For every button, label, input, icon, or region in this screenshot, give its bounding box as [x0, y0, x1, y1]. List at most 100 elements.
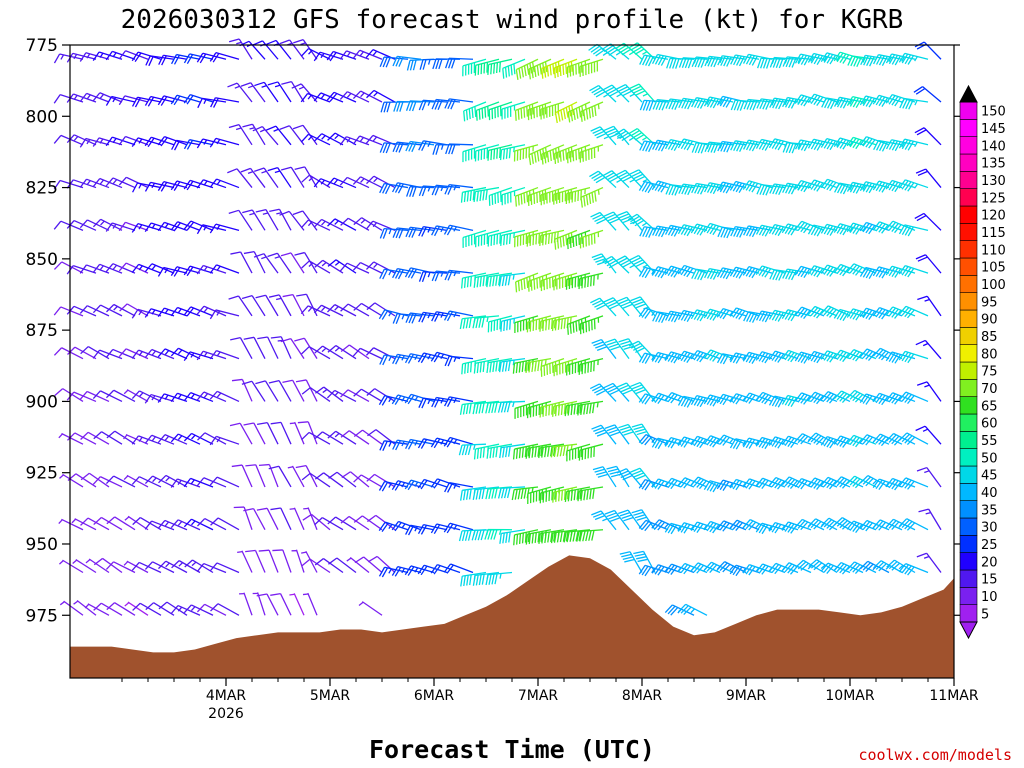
- barb-flag: [664, 139, 672, 150]
- barb-shaft: [164, 519, 188, 531]
- barb-flag: [606, 465, 617, 470]
- barb-shaft: [840, 476, 864, 488]
- barb-flag: [537, 531, 540, 543]
- barb-flag: [465, 317, 469, 329]
- wind-barb: [915, 339, 942, 360]
- barb-flag: [807, 265, 815, 275]
- barb-half: [414, 354, 418, 361]
- barb-flag: [313, 304, 322, 314]
- barb-half: [138, 436, 143, 442]
- barb-shaft: [113, 389, 136, 402]
- barb-flag: [527, 281, 530, 292]
- barb-flag: [716, 353, 724, 364]
- barb-shaft: [292, 379, 305, 402]
- barb-flag: [803, 395, 811, 405]
- barb-flag: [638, 307, 646, 317]
- barb-shaft: [335, 344, 357, 360]
- barb-flag: [680, 605, 689, 614]
- barb-shaft: [164, 393, 188, 403]
- barb-flag: [774, 352, 782, 362]
- wind-barb: [527, 101, 552, 121]
- wind-barb: [123, 434, 149, 445]
- barb-flag: [592, 385, 602, 392]
- wind-barb: [487, 315, 513, 333]
- barb-half: [596, 402, 599, 408]
- barb-half: [177, 479, 182, 485]
- barb-flag: [898, 224, 906, 235]
- barb-flag: [538, 447, 541, 459]
- barb-flag: [630, 342, 641, 349]
- barb-flag: [481, 488, 485, 500]
- barb-flag: [875, 349, 884, 358]
- barb-flag: [624, 558, 635, 563]
- barb-shaft: [501, 101, 526, 110]
- barb-flag: [827, 98, 833, 109]
- barb-flag: [816, 55, 823, 65]
- barb-flag: [807, 93, 815, 104]
- x-tick-label: 11MAR: [929, 688, 978, 704]
- barb-flag: [755, 522, 763, 533]
- barb-flag: [431, 225, 437, 236]
- barb-flag: [545, 319, 548, 331]
- barb-flag: [596, 431, 608, 437]
- barb-flag: [550, 232, 553, 244]
- barb-flag: [536, 150, 540, 162]
- barb-flag: [461, 444, 466, 456]
- barb-flag: [622, 556, 634, 560]
- barb-flag: [733, 100, 739, 111]
- barb-flag: [800, 435, 809, 445]
- barb-half: [308, 49, 313, 55]
- barb-flag: [878, 268, 886, 278]
- barb-half: [401, 314, 405, 320]
- wind-barb: [807, 391, 838, 405]
- barb-flag: [761, 524, 769, 535]
- barb-flag: [131, 137, 139, 147]
- barb-flag: [758, 523, 766, 534]
- barb-flag: [392, 439, 398, 450]
- barb-flag: [642, 226, 648, 237]
- barb-shaft: [540, 486, 565, 494]
- wind-barb: [539, 400, 565, 418]
- barb-flag: [846, 434, 855, 444]
- barb-half: [123, 389, 129, 395]
- wind-barb: [366, 89, 396, 103]
- barb-flag: [862, 182, 870, 192]
- barb-flag: [565, 149, 568, 160]
- barb-flag: [591, 106, 594, 118]
- colorbar-segment: [959, 309, 978, 328]
- barb-flag: [339, 50, 348, 60]
- wind-barb: [846, 520, 877, 534]
- barb-flag: [790, 98, 797, 109]
- barb-flag: [732, 565, 740, 576]
- terrain-surface: [70, 555, 954, 678]
- wind-barb: [105, 50, 136, 61]
- barb-flag: [394, 566, 402, 577]
- barb-flag: [549, 445, 553, 457]
- barb-flag: [891, 353, 899, 363]
- barb-flag: [785, 56, 791, 68]
- barb-flag: [609, 218, 620, 224]
- barb-flag: [666, 58, 671, 69]
- barb-flag: [464, 530, 469, 541]
- wind-barb: [123, 389, 149, 402]
- barb-shaft: [347, 303, 370, 317]
- barb-flag: [570, 61, 573, 72]
- barb-flag: [431, 185, 437, 196]
- barb-flag: [472, 189, 475, 201]
- barb-flag: [479, 276, 482, 287]
- wind-barb: [603, 125, 630, 146]
- barb-flag: [563, 489, 566, 501]
- barb-half: [584, 104, 587, 110]
- barb-half: [651, 482, 656, 488]
- barb-half: [922, 428, 929, 432]
- barb-shaft: [203, 562, 227, 574]
- wind-barb: [346, 556, 370, 574]
- barb-flag: [294, 251, 305, 256]
- colorbar-label: 120: [981, 209, 1006, 224]
- barb-shaft: [879, 433, 903, 445]
- wind-barb: [577, 486, 604, 502]
- barb-half: [346, 557, 352, 562]
- barb-half: [321, 261, 327, 267]
- wind-barb: [326, 304, 357, 317]
- barb-flag: [686, 397, 693, 408]
